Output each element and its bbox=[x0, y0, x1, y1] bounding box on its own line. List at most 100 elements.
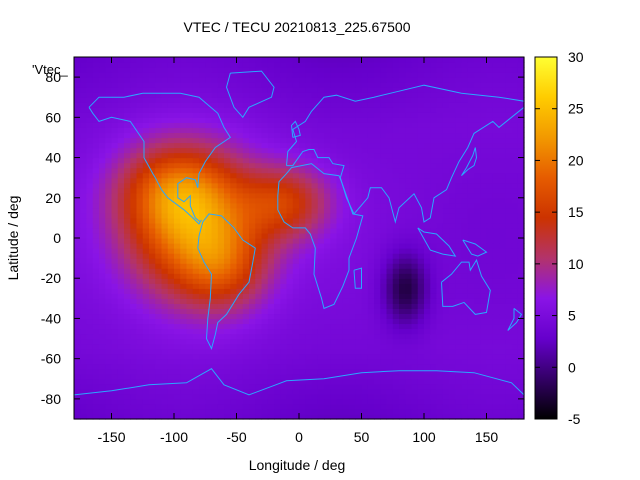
heatmap-cell bbox=[486, 222, 494, 229]
heatmap-cell bbox=[517, 137, 525, 144]
heatmap-cell bbox=[411, 398, 419, 405]
heatmap-cell bbox=[211, 182, 219, 189]
heatmap-cell bbox=[74, 263, 81, 269]
heatmap-cell bbox=[217, 227, 225, 234]
heatmap-cell bbox=[92, 258, 100, 264]
heatmap-cell bbox=[449, 227, 456, 234]
heatmap-cell bbox=[449, 293, 456, 299]
heatmap-cell bbox=[267, 137, 275, 144]
heatmap-cell bbox=[280, 142, 288, 149]
heatmap-cell bbox=[149, 82, 156, 88]
heatmap-cell bbox=[180, 278, 188, 284]
heatmap-cell bbox=[255, 348, 263, 355]
heatmap-cell bbox=[155, 192, 163, 199]
heatmap-cell bbox=[411, 137, 419, 144]
heatmap-cell bbox=[111, 197, 119, 204]
heatmap-cell bbox=[361, 278, 369, 284]
heatmap-cell bbox=[436, 87, 444, 93]
heatmap-cell bbox=[74, 383, 81, 390]
heatmap-cell bbox=[492, 132, 500, 139]
heatmap-cell bbox=[236, 263, 244, 269]
heatmap-cell bbox=[517, 298, 525, 304]
heatmap-cell bbox=[430, 283, 438, 289]
heatmap-cell bbox=[161, 87, 169, 93]
heatmap-cell bbox=[467, 202, 475, 209]
heatmap-cell bbox=[155, 243, 163, 249]
heatmap-cell bbox=[155, 227, 163, 234]
heatmap-cell bbox=[86, 232, 94, 239]
heatmap-cell bbox=[511, 107, 519, 113]
heatmap-cell bbox=[249, 373, 256, 380]
heatmap-cell bbox=[161, 137, 169, 144]
heatmap-cell bbox=[130, 132, 138, 139]
heatmap-cell bbox=[361, 323, 369, 330]
heatmap-cell bbox=[430, 323, 438, 330]
heatmap-cell bbox=[505, 232, 513, 239]
heatmap-cell bbox=[236, 348, 244, 355]
heatmap-cell bbox=[99, 87, 106, 93]
heatmap-cell bbox=[267, 403, 275, 410]
heatmap-cell bbox=[417, 222, 425, 229]
heatmap-cell bbox=[136, 358, 144, 365]
heatmap-cell bbox=[349, 333, 356, 340]
heatmap-cell bbox=[442, 127, 450, 134]
heatmap-cell bbox=[174, 157, 181, 164]
heatmap-cell bbox=[480, 132, 488, 139]
heatmap-cell bbox=[86, 127, 94, 134]
heatmap-cell bbox=[255, 102, 263, 108]
heatmap-cell bbox=[292, 268, 300, 274]
heatmap-cell bbox=[342, 318, 350, 325]
heatmap-cell bbox=[274, 187, 281, 194]
heatmap-cell bbox=[467, 248, 475, 254]
heatmap-cell bbox=[230, 117, 238, 123]
heatmap-cell bbox=[136, 192, 144, 199]
heatmap-cell bbox=[417, 172, 425, 179]
heatmap-cell bbox=[299, 97, 306, 103]
heatmap-cell bbox=[74, 268, 81, 274]
heatmap-cell bbox=[174, 258, 181, 264]
heatmap-cell bbox=[86, 197, 94, 204]
heatmap-cell bbox=[130, 238, 138, 244]
heatmap-cell bbox=[105, 152, 113, 159]
heatmap-cell bbox=[449, 187, 456, 194]
heatmap-cell bbox=[386, 157, 394, 164]
heatmap-cell bbox=[430, 373, 438, 380]
heatmap-cell bbox=[517, 278, 525, 284]
heatmap-cell bbox=[492, 243, 500, 249]
heatmap-cell bbox=[330, 258, 338, 264]
heatmap-cell bbox=[449, 383, 456, 390]
heatmap-cell bbox=[249, 293, 256, 299]
heatmap-cell bbox=[236, 243, 244, 249]
heatmap-cell bbox=[199, 333, 206, 340]
heatmap-cell bbox=[430, 388, 438, 395]
heatmap-cell bbox=[399, 408, 406, 415]
heatmap-cell bbox=[467, 162, 475, 169]
heatmap-cell bbox=[161, 293, 169, 299]
heatmap-cell bbox=[80, 343, 88, 350]
heatmap-cell bbox=[292, 278, 300, 284]
heatmap-cell bbox=[136, 348, 144, 355]
heatmap-cell bbox=[111, 157, 119, 164]
heatmap-cell bbox=[261, 253, 269, 259]
heatmap-cell bbox=[424, 363, 431, 370]
heatmap-cell bbox=[449, 137, 456, 144]
heatmap-cell bbox=[149, 97, 156, 103]
heatmap-cell bbox=[242, 67, 250, 73]
heatmap-cell bbox=[80, 338, 88, 345]
heatmap-cell bbox=[355, 248, 363, 254]
heatmap-cell bbox=[411, 373, 419, 380]
heatmap-cell bbox=[305, 162, 313, 169]
heatmap-cell bbox=[86, 358, 94, 365]
heatmap-cell bbox=[374, 232, 381, 239]
heatmap-cell bbox=[455, 97, 463, 103]
heatmap-cell bbox=[517, 87, 525, 93]
heatmap-cell bbox=[311, 92, 319, 98]
heatmap-cell bbox=[117, 243, 125, 249]
heatmap-cell bbox=[117, 413, 125, 420]
heatmap-cell bbox=[105, 112, 113, 118]
heatmap-cell bbox=[92, 383, 100, 390]
heatmap-cell bbox=[505, 72, 513, 78]
heatmap-cell bbox=[474, 207, 481, 214]
heatmap-cell bbox=[517, 238, 525, 244]
heatmap-cell bbox=[180, 152, 188, 159]
